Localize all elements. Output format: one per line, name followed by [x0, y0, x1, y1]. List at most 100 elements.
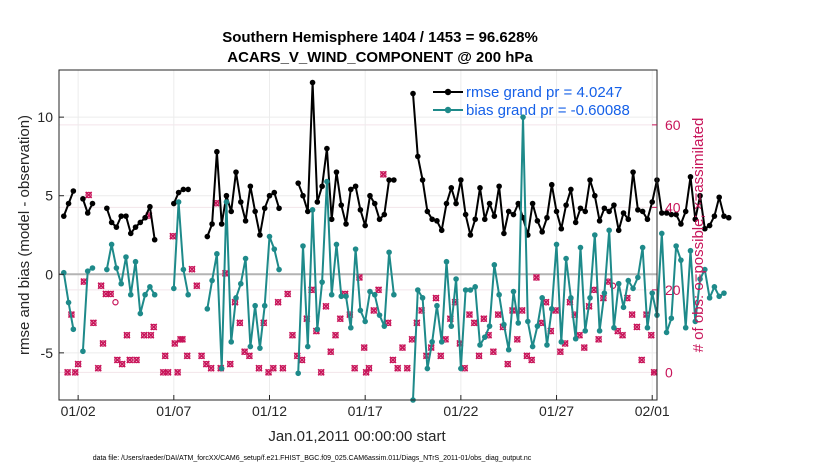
obs-possible-marker: [164, 369, 172, 376]
rmse-point: [209, 221, 215, 227]
y2-axis-label: # of obs: o=possible; ×=assimilated: [690, 118, 707, 353]
obs-possible-marker: [633, 323, 641, 331]
obs-possible-marker: [432, 294, 440, 302]
obs-assimilated-marker: [274, 298, 282, 306]
rmse-point: [386, 177, 392, 183]
rmse-point: [687, 174, 694, 180]
bias-point: [568, 295, 574, 301]
obs-assimilated-marker: [494, 311, 502, 319]
obs-possible-marker: [162, 352, 169, 360]
obs-possible-marker: [361, 344, 368, 351]
bias-point: [104, 266, 110, 273]
rmse-series: [60, 79, 732, 243]
rmse-point: [118, 213, 124, 219]
rmse-point: [204, 233, 211, 240]
obs-assimilated-marker: [147, 331, 155, 339]
x-tick-label: 01/07: [156, 403, 191, 419]
rmse-point: [429, 216, 435, 223]
bias-point: [529, 343, 536, 350]
bias-point: [472, 284, 479, 290]
legend: rmse grand pr = 4.0247 bias grand pr = -…: [433, 84, 630, 119]
rmse-point: [328, 216, 335, 223]
obs-assimilated-marker: [504, 360, 512, 368]
bias-point: [477, 342, 483, 348]
bias-point: [132, 258, 139, 265]
obs-possible-marker: [375, 286, 382, 294]
x-tick-label: 01/27: [539, 403, 574, 419]
bias-point: [89, 265, 96, 271]
bias-point: [266, 233, 273, 240]
obs-possible-marker: [184, 352, 191, 360]
obs-possible-marker: [126, 356, 134, 364]
rmse-point: [558, 225, 565, 232]
bias-point: [175, 199, 182, 205]
rmse-point: [711, 213, 718, 219]
rmse-point: [348, 186, 354, 193]
obs-possible-marker: [370, 307, 377, 314]
bias-point: [639, 244, 646, 251]
bias-series: [60, 114, 727, 403]
rmse-point: [568, 186, 574, 193]
obs-assimilated-marker: [284, 290, 292, 298]
rmse-point: [462, 211, 469, 218]
obs-possible-marker: [198, 352, 205, 360]
obs-assimilated-marker: [197, 352, 206, 360]
rmse-point: [185, 186, 191, 193]
y-tick-label: 0: [45, 266, 53, 282]
obs-possible-marker: [270, 365, 277, 372]
bias-point: [328, 291, 335, 298]
obs-assimilated-marker: [365, 364, 373, 372]
obs-assimilated-marker: [245, 352, 253, 360]
obs-assimilated-marker: [169, 232, 177, 240]
bias-point: [137, 310, 144, 317]
obs-assimilated-marker: [89, 319, 98, 327]
data-file-note: data file: /Users/raeder/DAI/ATM_forcXX/…: [93, 455, 532, 462]
rmse-point: [682, 208, 689, 215]
obs-possible-marker: [236, 319, 244, 327]
obs-possible-marker: [480, 315, 488, 322]
bias-point: [371, 291, 378, 298]
obs-possible-marker: [169, 233, 177, 240]
rmse-point: [257, 232, 263, 238]
bias-point: [113, 265, 120, 271]
bias-point: [314, 326, 321, 333]
rmse-point: [214, 148, 220, 155]
rmse-point: [391, 177, 397, 183]
obs-possible-marker: [112, 299, 119, 306]
rmse-point: [582, 208, 589, 215]
rmse-point: [639, 208, 646, 215]
bias-point: [415, 287, 421, 293]
rmse-point: [242, 218, 249, 224]
obs-possible-marker: [203, 360, 210, 368]
bias-point: [324, 178, 330, 185]
rmse-point: [218, 221, 225, 227]
bias-point: [644, 324, 651, 331]
obs-assimilated-marker: [64, 368, 72, 376]
rmse-point: [515, 200, 522, 207]
rmse-point: [271, 189, 278, 196]
obs-possible-marker: [150, 323, 157, 331]
rmse-point: [721, 213, 727, 219]
bias-point: [510, 288, 517, 295]
bias-point: [534, 323, 541, 329]
obs-possible-marker: [97, 282, 105, 289]
rmse-point: [300, 192, 306, 199]
rmse-point: [678, 221, 684, 227]
bias-point: [209, 277, 215, 284]
rmse-point: [276, 205, 282, 212]
bias-point: [228, 339, 235, 345]
obs-assimilated-marker: [126, 356, 134, 364]
rmse-point: [625, 216, 632, 223]
rmse-point: [725, 214, 732, 221]
obs-assimilated-marker: [178, 335, 186, 343]
bias-point: [716, 293, 722, 300]
obs-possible-marker: [279, 365, 287, 372]
rmse-point: [572, 219, 579, 226]
bias-point: [486, 323, 493, 329]
obs-possible-marker: [514, 336, 521, 343]
chart-subtitle: ACARS_V_WIND_COMPONENT @ 200 hPa: [227, 49, 533, 66]
obs-assimilated-marker: [528, 356, 536, 364]
legend-bias-label: bias grand pr = -0.60088: [466, 102, 630, 119]
bias-point: [697, 276, 703, 282]
obs-assimilated-marker: [595, 335, 603, 343]
